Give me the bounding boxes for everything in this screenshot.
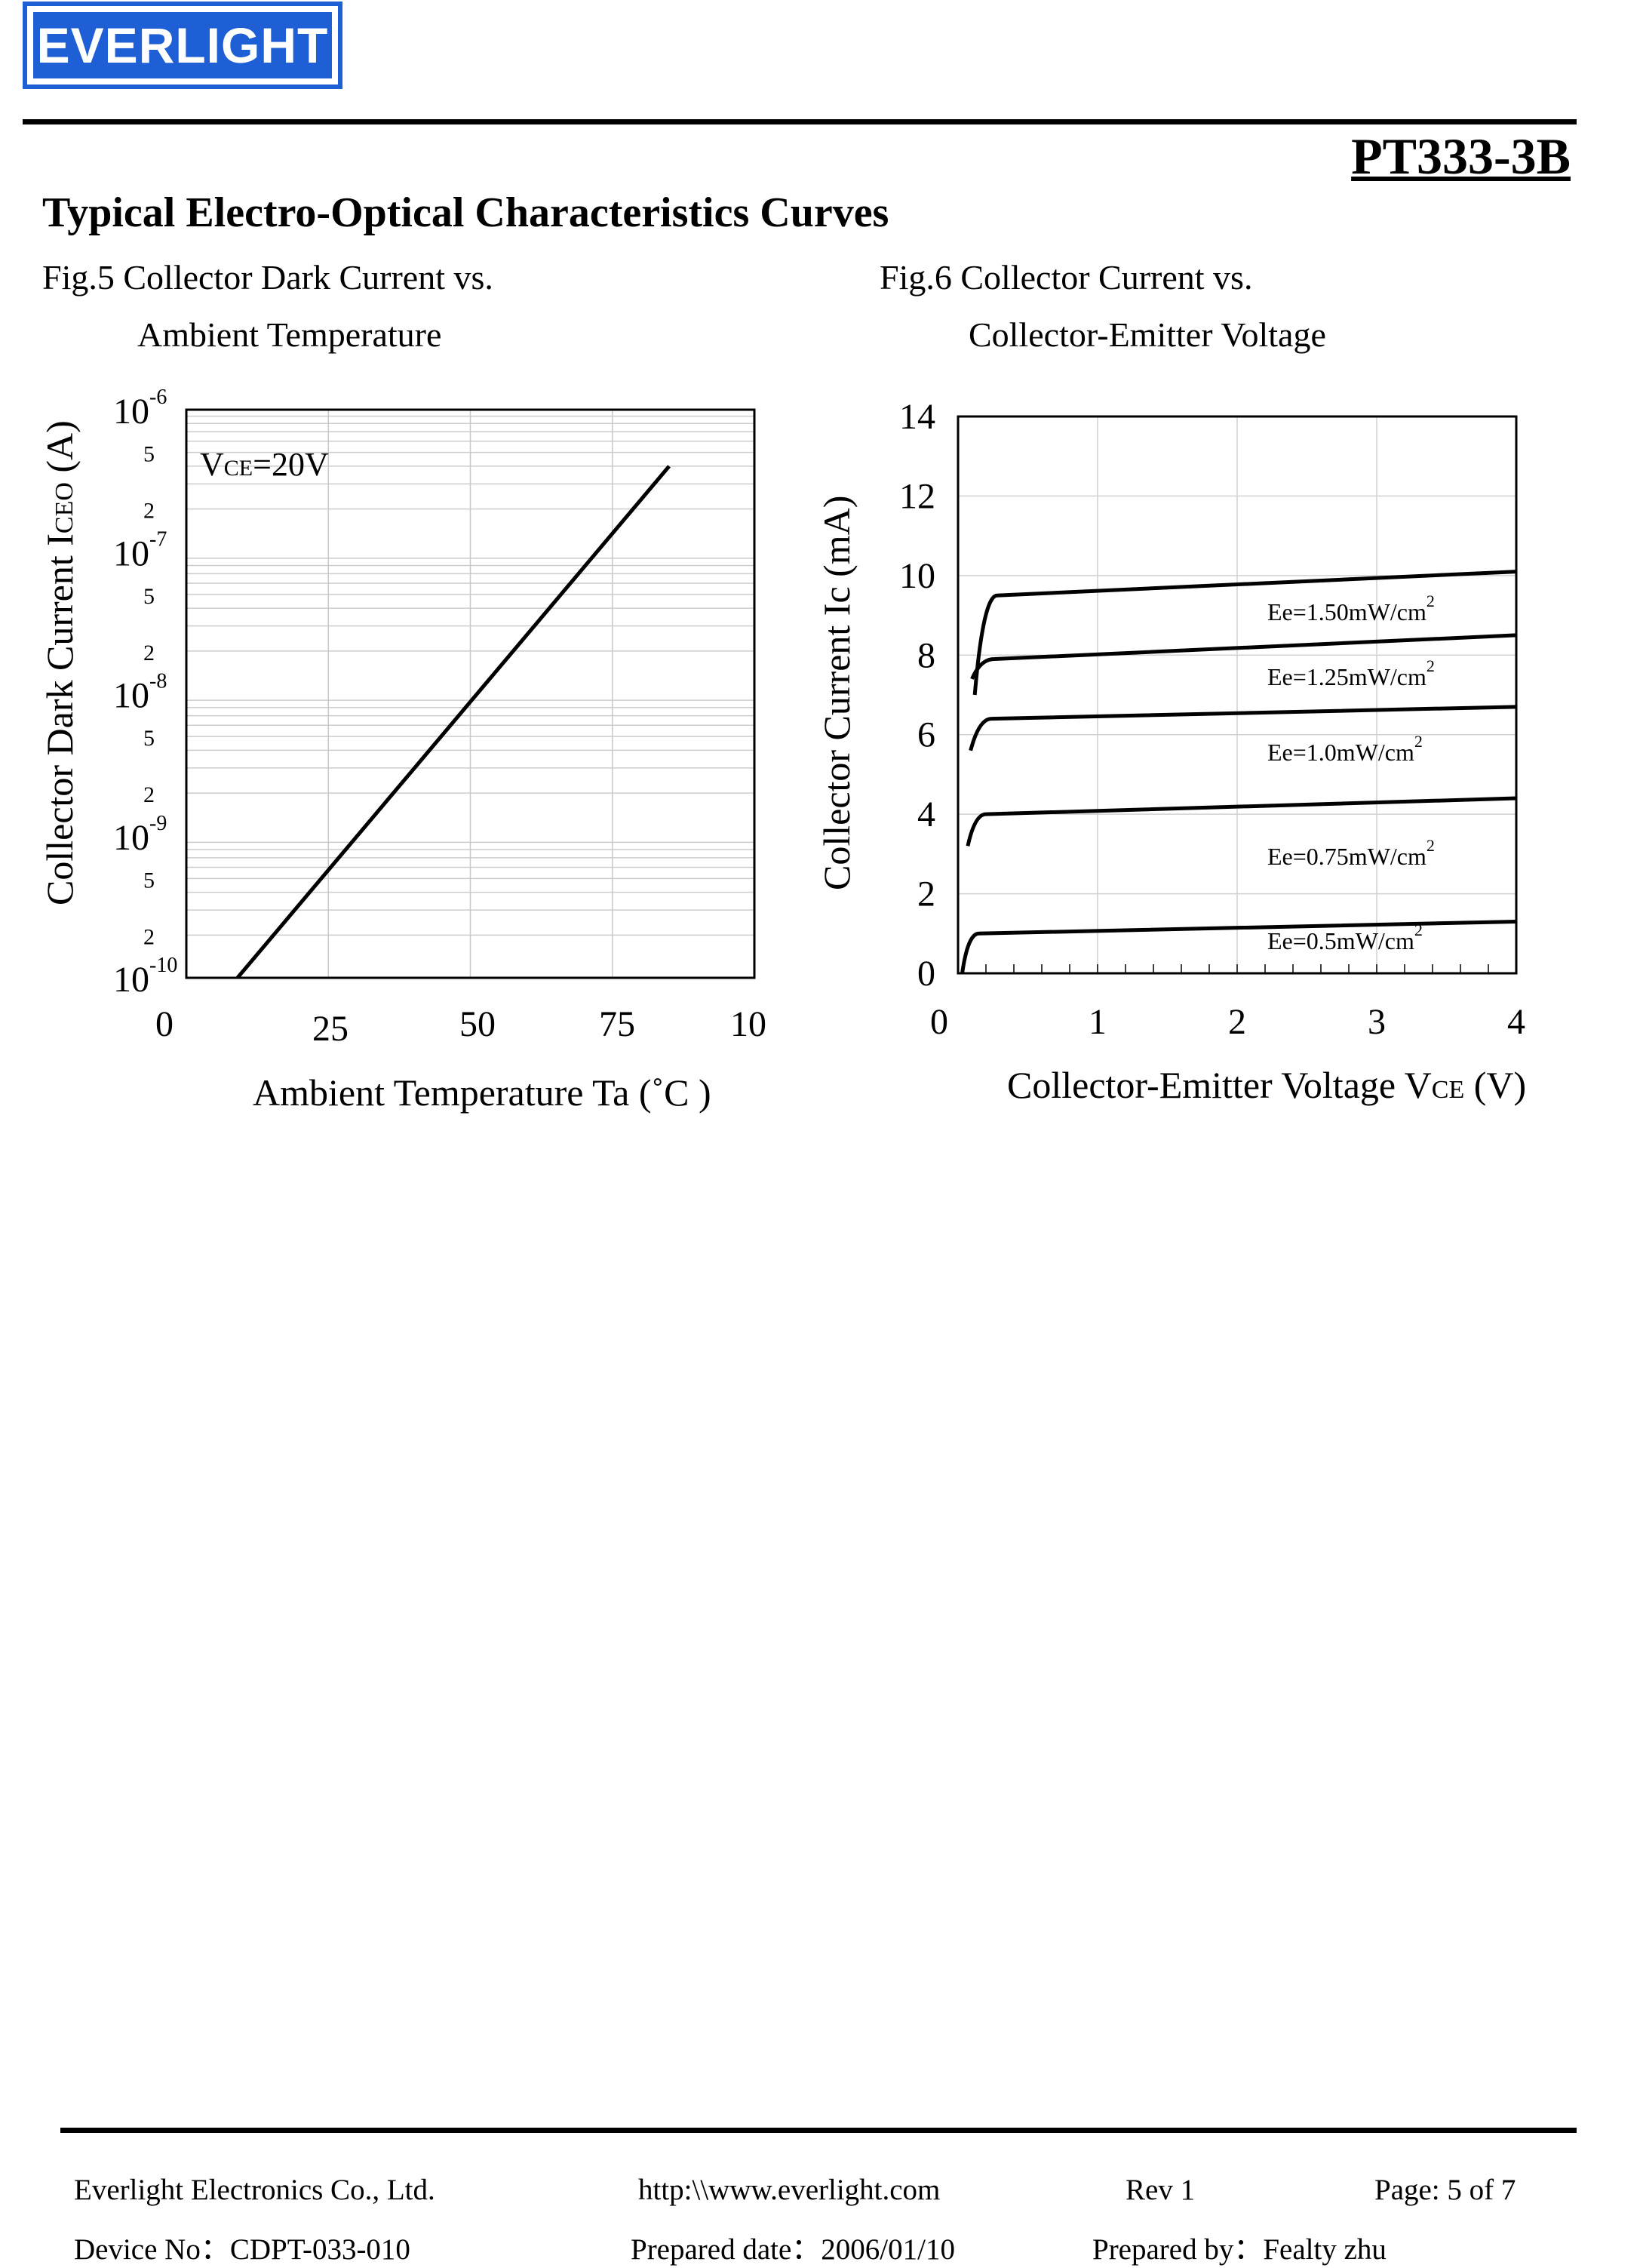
fig5-vce-annotation: VCE=20V xyxy=(200,446,329,483)
fig6-series-label: Ee=1.0mW/cm2 xyxy=(1267,732,1423,766)
fig5-y-decade-label: 10-10 xyxy=(113,954,177,1000)
fig5-y-minor-label: 2 xyxy=(143,924,155,949)
fig6-series-label: Ee=1.25mW/cm2 xyxy=(1267,656,1435,690)
fig5-y-minor-label: 2 xyxy=(143,782,155,807)
everlight-logo: EVERLIGHT xyxy=(23,2,342,89)
fig5-dark-current-line xyxy=(235,465,671,979)
fig6-plot-frame xyxy=(957,415,1518,975)
fig5-grid xyxy=(186,410,754,978)
fig5-y-decade-label: 10-9 xyxy=(113,812,167,858)
fig5-x-tick-label: 10 xyxy=(730,1004,766,1044)
fig6-title-line2: Collector-Emitter Voltage xyxy=(969,315,1326,354)
fig5-y-minor-label: 2 xyxy=(143,641,155,665)
section-title: Typical Electro-Optical Characteristics … xyxy=(42,189,889,236)
fig5-y-minor-label: 5 xyxy=(143,584,155,609)
fig5-y-minor-label: 5 xyxy=(143,726,155,751)
fig5-y-axis-label: Collector Dark Current ICEO (A) xyxy=(38,420,81,905)
fig6-x-tick-label: 1 xyxy=(1089,1002,1107,1042)
logo-text: EVERLIGHT xyxy=(36,17,329,73)
fig5-y-decade-label: 10-6 xyxy=(113,386,167,432)
footer-url: http:\\www.everlight.com xyxy=(638,2174,941,2206)
fig6-y-tick-label: 12 xyxy=(899,476,935,516)
fig6-x-tick-label: 0 xyxy=(930,1002,948,1042)
fig5-x-axis-label: Ambient Temperature Ta (˚C ) xyxy=(253,1071,711,1114)
fig5-y-tick-labels: 10-6 5 2 10-7 5 2 10-8 5 2 10-9 5 2 10-10 xyxy=(113,386,177,1000)
footer-rev: Rev 1 xyxy=(1126,2174,1196,2206)
fig6-x-tick-label: 3 xyxy=(1368,1002,1386,1042)
fig6-curves xyxy=(960,570,1517,974)
fig5-title-line1: Fig.5 Collector Dark Current vs. xyxy=(42,258,493,297)
fig6-y-tick-label: 2 xyxy=(917,874,935,914)
fig6-y-tick-label: 6 xyxy=(917,715,935,755)
fig6-x-axis-label: Collector-Emitter Voltage VCE (V) xyxy=(1007,1064,1526,1106)
fig5-x-tick-labels: 0 25 50 75 10 xyxy=(155,1004,766,1049)
fig6-series-label: Ee=0.75mW/cm2 xyxy=(1267,836,1435,870)
fig6-series-curve xyxy=(969,705,1517,751)
fig5-x-tick-label: 75 xyxy=(599,1004,635,1044)
fig5-plot-frame xyxy=(185,408,756,979)
fig5-title-line2: Ambient Temperature xyxy=(137,315,442,354)
footer-rule xyxy=(60,2128,1577,2133)
fig6-x-tick-labels: 0 1 2 3 4 xyxy=(930,1002,1525,1042)
fig6-series-label: Ee=1.50mW/cm2 xyxy=(1267,592,1435,625)
fig6-series-curve xyxy=(972,570,1517,696)
fig5-title: Fig.5 Collector Dark Current vs. Ambient… xyxy=(42,249,493,364)
footer-prepared-date: Prepared date：2006/01/10 xyxy=(631,2233,955,2266)
fig6-series-curve xyxy=(960,919,1517,974)
fig6-x-tick-label: 4 xyxy=(1507,1002,1525,1042)
footer-page: Page: 5 of 7 xyxy=(1374,2174,1516,2206)
fig6-x-tick-label: 2 xyxy=(1228,1002,1246,1042)
fig6-y-tick-label: 8 xyxy=(917,635,935,675)
fig6-series-curve xyxy=(970,633,1517,680)
fig6-series-label: Ee=0.5mW/cm2 xyxy=(1267,920,1423,954)
fig5-x-tick-label: 0 xyxy=(155,1004,174,1044)
fig6-y-tick-labels: 14 12 10 8 6 4 2 0 xyxy=(899,397,935,994)
footer-device-no: Device No：CDPT-033-010 xyxy=(74,2233,410,2266)
fig5-y-decade-label: 10-7 xyxy=(113,527,167,573)
fig6-y-tick-label: 10 xyxy=(899,556,935,596)
fig5-y-minor-label: 5 xyxy=(143,868,155,893)
fig5-x-tick-label: 50 xyxy=(459,1004,496,1044)
fig5-y-minor-label: 2 xyxy=(143,499,155,524)
fig6-title-line1: Fig.6 Collector Current vs. xyxy=(880,258,1253,297)
fig5-y-decade-label: 10-8 xyxy=(113,670,167,716)
fig5-y-minor-label: 5 xyxy=(143,442,155,467)
fig6-series-curve xyxy=(966,796,1517,847)
footer-prepared-by: Prepared by：Fealty zhu xyxy=(1092,2233,1387,2266)
header-rule xyxy=(23,119,1577,124)
document-id: PT333-3B xyxy=(1351,128,1571,185)
fig6-y-tick-label: 0 xyxy=(917,954,935,994)
fig6-title: Fig.6 Collector Current vs. Collector-Em… xyxy=(880,249,1326,364)
logo-plate: EVERLIGHT xyxy=(33,12,332,78)
fig6-y-tick-label: 14 xyxy=(899,397,935,437)
fig6-series-labels: Ee=1.50mW/cm2 Ee=1.25mW/cm2 Ee=1.0mW/cm2 Ee… xyxy=(1267,592,1435,954)
fig6-grid xyxy=(958,416,1516,973)
fig6-y-axis-label: Collector Current Ic (mA) xyxy=(815,496,858,890)
fig6-y-tick-label: 4 xyxy=(917,794,935,834)
footer-company: Everlight Electronics Co., Ltd. xyxy=(74,2174,435,2206)
fig5-x-tick-label: 25 xyxy=(312,1009,349,1049)
